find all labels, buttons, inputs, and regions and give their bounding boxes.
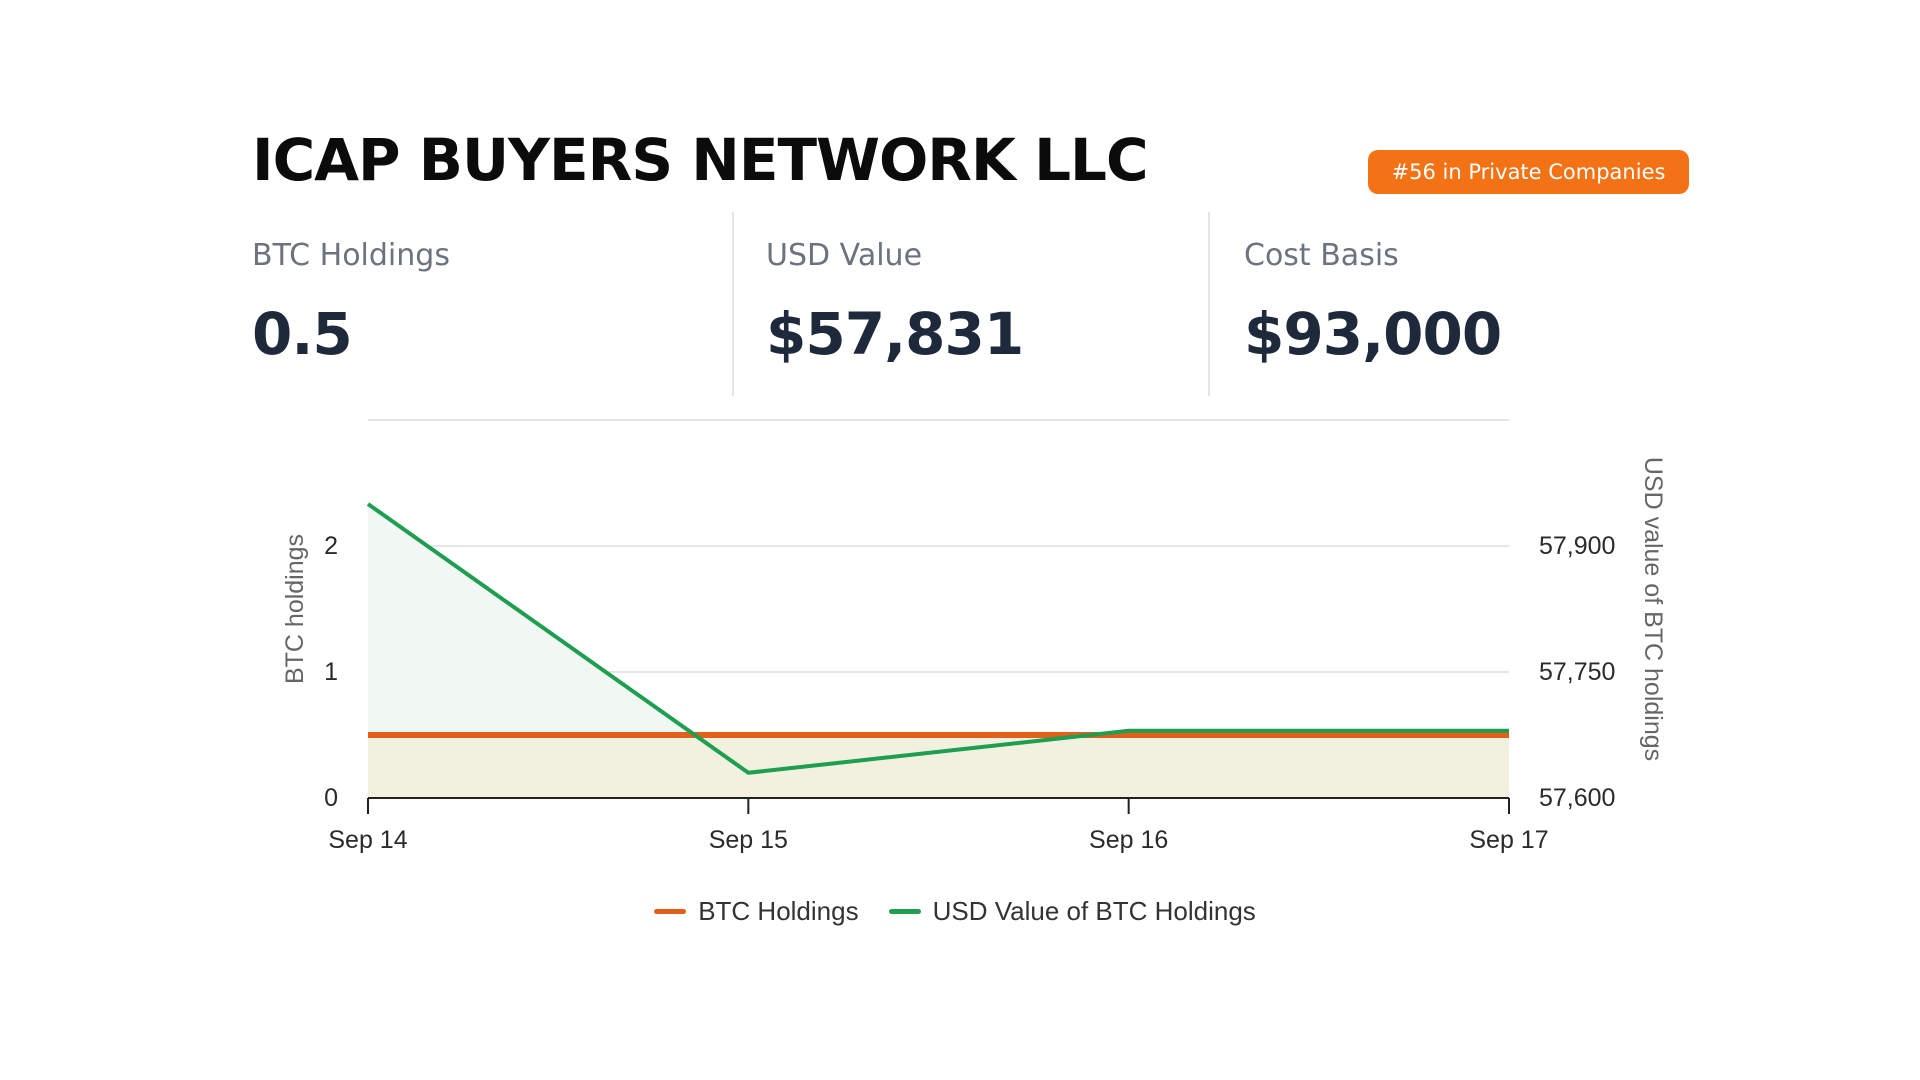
x-tick-label: Sep 14 [328, 826, 407, 854]
x-tick-label: Sep 17 [1469, 826, 1548, 854]
y-right-axis-title: USD value of BTC holdings [1639, 457, 1667, 761]
y-right-tick-label: 57,900 [1539, 532, 1615, 560]
x-tick-label: Sep 15 [709, 826, 788, 854]
stat-label: Cost Basis [1244, 238, 1399, 273]
legend-item-btc-holdings[interactable]: BTC Holdings [654, 896, 859, 927]
y-left-axis-title: BTC holdings [281, 534, 309, 684]
y-left-tick-label: 2 [324, 532, 338, 560]
x-tick-label: Sep 16 [1089, 826, 1168, 854]
series-area [368, 735, 1509, 798]
series-area [368, 504, 1509, 798]
y-right-tick-label: 57,600 [1539, 784, 1615, 812]
legend-label: BTC Holdings [698, 896, 859, 926]
chart-legend: BTC Holdings USD Value of BTC Holdings [0, 896, 1920, 927]
stat-label: BTC Holdings [252, 238, 450, 273]
y-left-tick-label: 0 [324, 784, 338, 812]
page-title: ICAP BUYERS NETWORK LLC [252, 126, 1149, 194]
legend-swatch-usd [888, 909, 921, 914]
legend-swatch-btc [654, 909, 687, 914]
y-left-tick-label: 1 [324, 658, 338, 686]
legend-label: USD Value of BTC Holdings [932, 896, 1256, 926]
stat-value: 0.5 [252, 300, 353, 368]
stat-usd-value: USD Value $57,831 [732, 212, 1210, 396]
stat-value: $57,831 [766, 300, 1024, 368]
y-right-tick-label: 57,750 [1539, 658, 1615, 686]
legend-item-usd-value[interactable]: USD Value of BTC Holdings [888, 896, 1256, 927]
series-line [366, 502, 1509, 775]
rank-badge[interactable]: #56 in Private Companies [1368, 150, 1689, 194]
stat-label: USD Value [766, 238, 923, 273]
stat-value: $93,000 [1244, 300, 1502, 368]
stat-cost-basis: Cost Basis $93,000 [1208, 212, 1690, 396]
stat-btc-holdings: BTC Holdings 0.5 [252, 212, 732, 396]
